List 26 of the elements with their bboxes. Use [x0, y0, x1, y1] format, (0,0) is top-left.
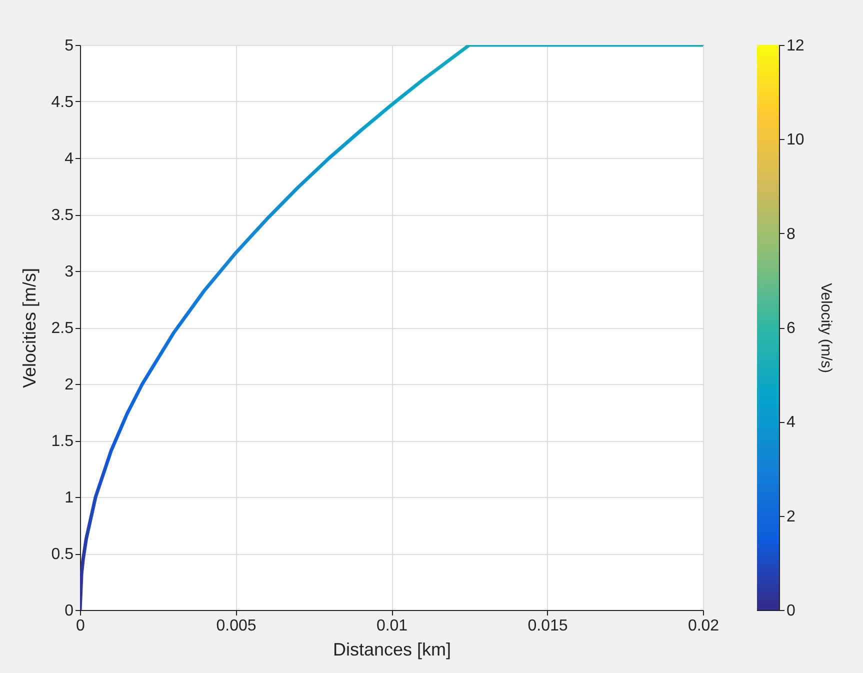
x-tick-label: 0.01 — [376, 618, 408, 634]
color-bar-label: 4 — [786, 414, 796, 432]
x-tick-label: 0.005 — [216, 618, 256, 634]
color-bar-label: 10 — [786, 132, 804, 149]
y-axis-title: Velocities [m/s] — [19, 268, 40, 388]
color-bar-label: 12 — [786, 38, 804, 54]
y-tick-label: 1.5 — [51, 433, 74, 450]
x-tick-label: 0 — [76, 618, 86, 634]
y-tick-label: 5 — [64, 38, 74, 54]
color-bar-label: 8 — [786, 226, 796, 243]
color-bar-label: 6 — [786, 320, 796, 337]
y-tick-label: 2 — [64, 376, 74, 394]
y-tick-label: 3 — [64, 264, 74, 280]
color-bar-label: 0 — [786, 602, 796, 620]
y-tick-label: 2.5 — [51, 320, 74, 337]
y-tick-label: 4 — [64, 150, 74, 168]
x-tick-label: 0.02 — [688, 618, 720, 634]
x-tick-label: 0.015 — [528, 618, 568, 634]
y-tick-label: 0 — [64, 602, 74, 620]
color-bar-title: Velocity (m/s) — [817, 282, 834, 374]
color-bar-label: 2 — [786, 508, 796, 526]
y-tick-label: 3.5 — [51, 207, 74, 224]
y-tick-label: 4.5 — [51, 94, 74, 111]
y-tick-label: 0.5 — [51, 546, 74, 563]
y-tick-label: 1 — [64, 490, 74, 506]
x-axis-title: Distances [km] — [332, 640, 452, 660]
